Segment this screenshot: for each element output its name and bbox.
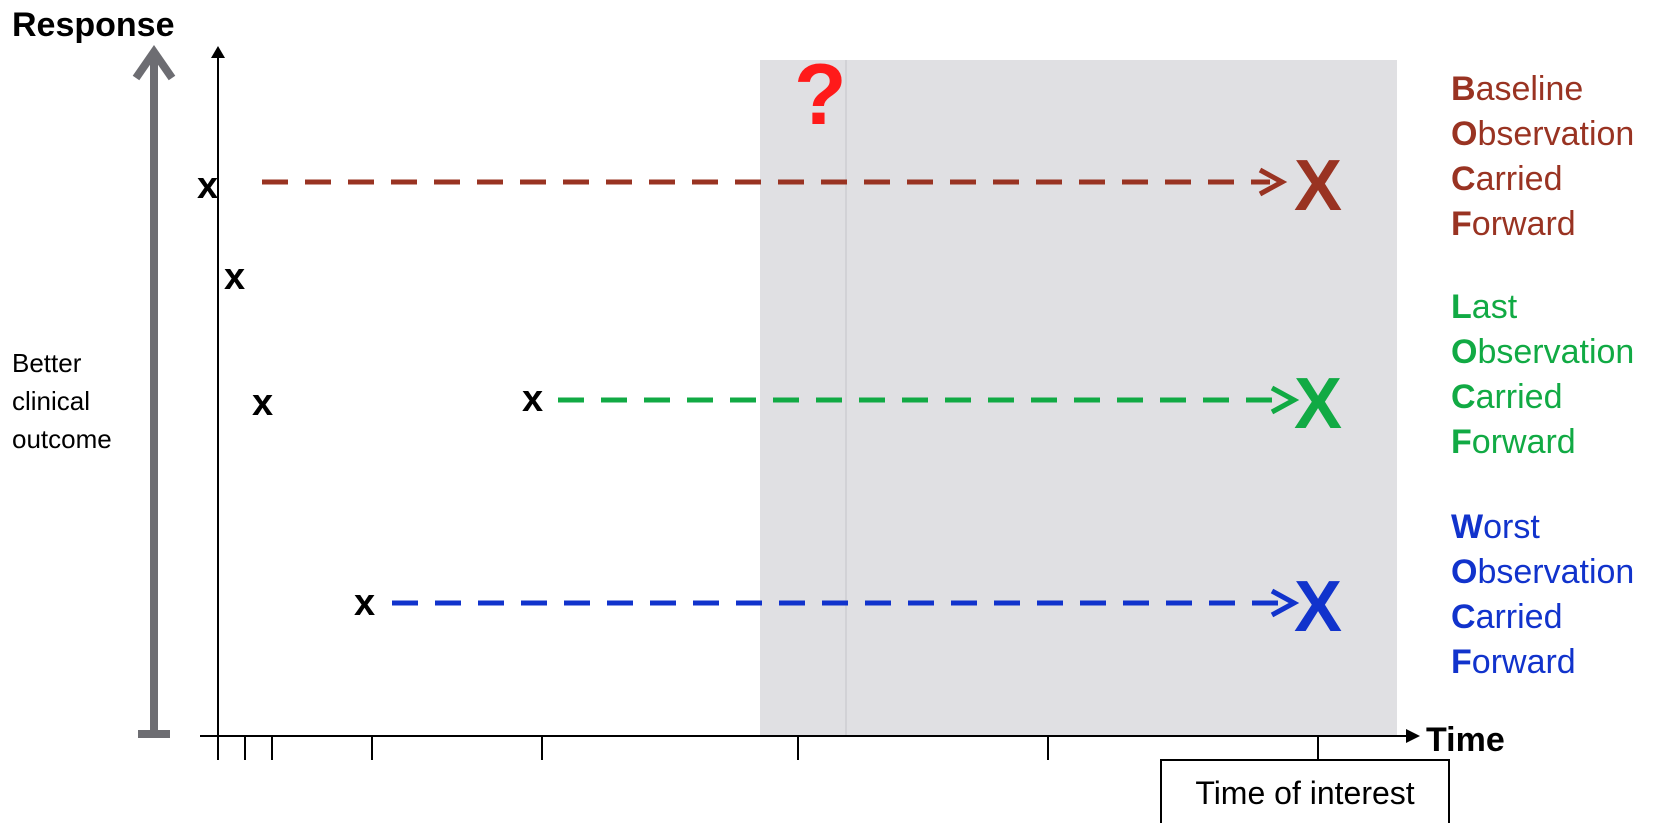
- legend-word: Carried: [1451, 598, 1563, 636]
- legend-word: Baseline: [1451, 70, 1584, 108]
- imputed-value-woc: X: [1294, 567, 1343, 647]
- legend-word: Observation: [1451, 333, 1635, 371]
- legend-word: Forward: [1451, 423, 1576, 461]
- time-of-interest-label: Time of interest: [1195, 775, 1415, 811]
- time-of-interest-box: Time of interest: [1160, 759, 1450, 823]
- legend-woc: Worst Observation Carried Forward: [1451, 505, 1634, 685]
- boc-dashed-arrow: [262, 167, 1288, 197]
- better-outcome-label: Better clinical outcome: [12, 344, 112, 458]
- legend-word: Observation: [1451, 115, 1635, 153]
- x-axis-ticks: [217, 736, 1319, 760]
- legend-word: Worst: [1451, 508, 1540, 546]
- loc-dashed-arrow: [558, 385, 1300, 415]
- observation-marker-last: x: [522, 378, 544, 420]
- y-axis-arrowhead: [211, 46, 225, 58]
- better-outcome-arrow: [132, 44, 176, 738]
- observation-marker: x: [224, 256, 246, 298]
- legend-boc: Baseline Observation Carried Forward: [1451, 67, 1634, 247]
- observation-marker-worst: x: [354, 582, 376, 624]
- better-outcome-label-line: clinical: [12, 386, 91, 416]
- x-axis-arrowhead: [1406, 729, 1420, 743]
- imputed-value-boc: X: [1294, 146, 1343, 226]
- question-mark: ?: [794, 47, 847, 143]
- better-outcome-label-line: Better: [12, 348, 82, 378]
- legend-word: Carried: [1451, 378, 1563, 416]
- observation-marker-baseline: x: [197, 165, 219, 207]
- better-outcome-label-line: outcome: [12, 424, 112, 454]
- observation-marker: x: [252, 382, 274, 424]
- legend-word: Last: [1451, 288, 1518, 326]
- y-axis-title: Response: [12, 6, 175, 44]
- legend-word: Forward: [1451, 205, 1576, 243]
- legend-word: Observation: [1451, 553, 1635, 591]
- x-axis-title: Time: [1426, 721, 1505, 759]
- woc-dashed-arrow: [392, 588, 1300, 618]
- imputed-value-loc: X: [1294, 364, 1343, 444]
- legend-word: Carried: [1451, 160, 1563, 198]
- legend-word: Forward: [1451, 643, 1576, 681]
- legend-loc: Last Observation Carried Forward: [1451, 285, 1634, 465]
